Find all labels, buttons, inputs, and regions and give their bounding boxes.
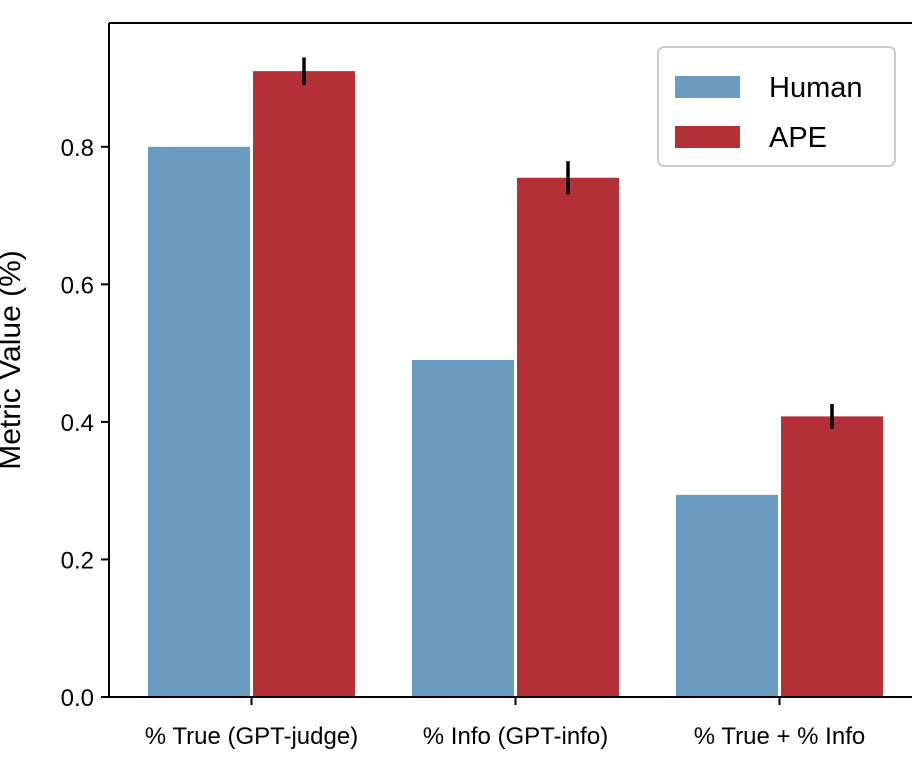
legend-swatch-human [675,76,740,98]
legend-swatch-ape [675,126,740,148]
legend-label-human: Human [769,72,863,104]
y-tick-label: 0.8 [61,135,94,162]
bar-human-0 [148,146,250,698]
bar-ape-0 [253,71,355,697]
y-axis-label: Metric Value (%) [0,250,27,470]
bar-ape-2 [781,416,883,697]
x-tick-label: % True (GPT-judge) [145,723,358,750]
y-tick-label: 0.2 [61,547,94,574]
axes-group [108,22,912,698]
bar-human-1 [412,360,514,697]
legend: Human APE [657,46,896,167]
y-tick-label: 0.6 [61,272,94,299]
error-bars-group [302,57,834,429]
y-tick-label: 0.0 [61,685,94,712]
x-ticks-group: % True (GPT-judge) % Info (GPT-info) % Tru… [145,697,865,750]
bars-group [148,71,883,698]
y-tick-label: 0.4 [61,410,94,437]
legend-label-ape: APE [769,122,827,154]
x-tick-label: % True + % Info [694,723,865,750]
x-tick-label: % Info (GPT-info) [423,723,608,750]
y-ticks-group: 0.0 0.2 0.4 0.6 0.8 [61,135,109,712]
bar-ape-1 [517,177,619,698]
bar-human-2 [676,494,778,697]
